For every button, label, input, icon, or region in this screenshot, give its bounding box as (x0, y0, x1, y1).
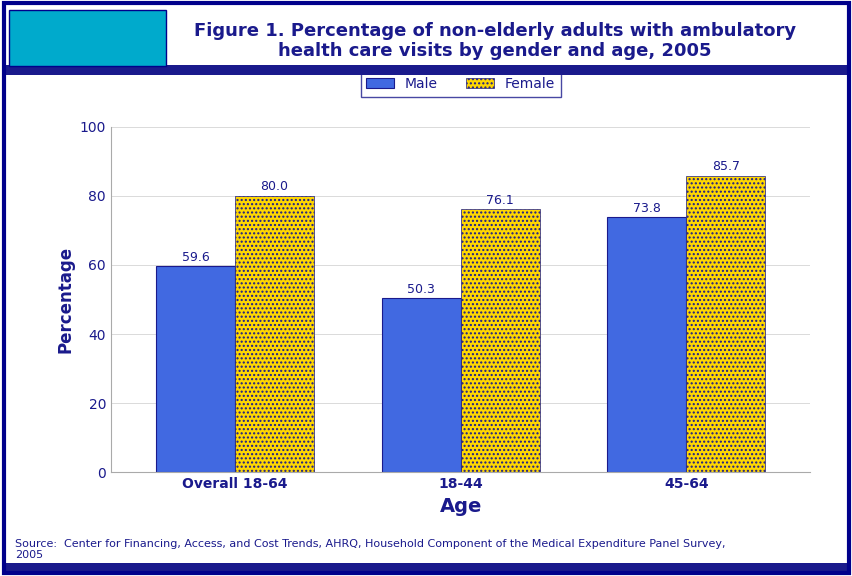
Bar (607, 217, 686, 472)
Y-axis label: Percentage: Percentage (56, 246, 74, 353)
Bar (381, 298, 460, 472)
Text: AHRQ: AHRQ (54, 28, 117, 47)
Text: Source:  Center for Financing, Access, and Cost Trends, AHRQ, Household Componen: Source: Center for Financing, Access, an… (15, 539, 725, 560)
Text: 80.0: 80.0 (260, 180, 288, 193)
Text: Advancing
Excellence in
Health Care: Advancing Excellence in Health Care (62, 42, 108, 62)
Text: 76.1: 76.1 (486, 194, 514, 207)
Legend: Male, Female: Male, Female (360, 71, 560, 97)
Text: health care visits by gender and age, 2005: health care visits by gender and age, 20… (278, 41, 711, 60)
Text: 59.6: 59.6 (181, 251, 209, 264)
Bar (686, 176, 764, 472)
X-axis label: Age: Age (439, 497, 481, 516)
Text: Figure 1. Percentage of non-elderly adults with ambulatory: Figure 1. Percentage of non-elderly adul… (193, 21, 795, 40)
Text: 50.3: 50.3 (406, 283, 435, 295)
Bar (234, 196, 314, 472)
Bar (156, 266, 234, 472)
Bar (460, 209, 539, 472)
Text: 85.7: 85.7 (711, 160, 739, 173)
Text: 73.8: 73.8 (632, 202, 660, 214)
